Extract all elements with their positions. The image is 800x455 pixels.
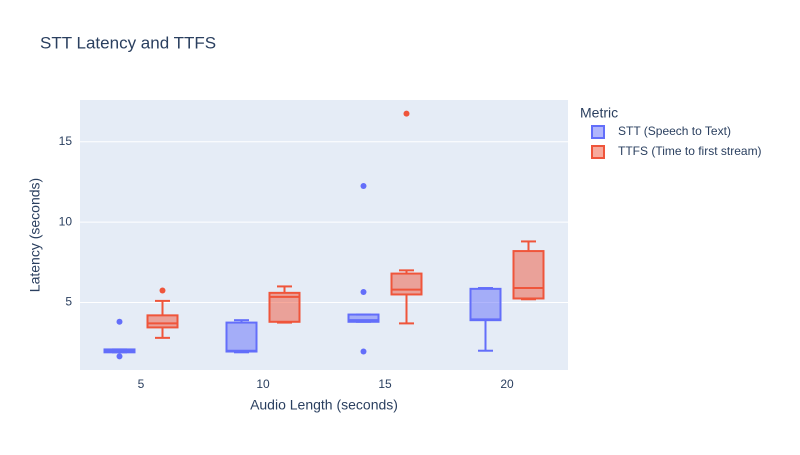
box (390, 110, 423, 325)
legend-label: TTFS (Time to first stream) (618, 144, 762, 158)
box-body (469, 287, 502, 322)
outlier (403, 110, 410, 117)
legend-title: Metric (580, 105, 618, 121)
x-tick-label: 5 (138, 377, 145, 391)
outlier (360, 348, 367, 355)
box (225, 319, 258, 354)
y-tick-label: 5 (65, 295, 72, 309)
legend-swatch (591, 125, 605, 139)
box-body (225, 321, 258, 353)
chart-title: STT Latency and TTFS (40, 33, 216, 52)
x-tick-label: 15 (378, 377, 392, 391)
y-axis-title: Latency (seconds) (27, 178, 43, 292)
box (347, 182, 380, 355)
box-body (146, 314, 179, 329)
outlier (116, 318, 123, 325)
box-body (390, 272, 423, 296)
x-tick-label: 20 (500, 377, 514, 391)
box-body (512, 250, 545, 300)
outlier (159, 287, 166, 294)
x-tick-label: 10 (256, 377, 270, 391)
outlier (116, 353, 123, 360)
plot-area (80, 100, 568, 370)
box (146, 287, 179, 339)
box (469, 287, 502, 352)
box (268, 285, 301, 324)
x-axis-title: Audio Length (seconds) (250, 397, 398, 413)
legend-label: STT (Speech to Text) (618, 124, 731, 138)
outlier (360, 182, 367, 189)
legend-swatch (591, 145, 605, 159)
box (512, 240, 545, 301)
y-tick-label: 15 (59, 134, 73, 148)
box-body (347, 313, 380, 323)
outlier (360, 289, 367, 296)
box (103, 318, 136, 360)
y-tick-label: 10 (59, 214, 73, 228)
